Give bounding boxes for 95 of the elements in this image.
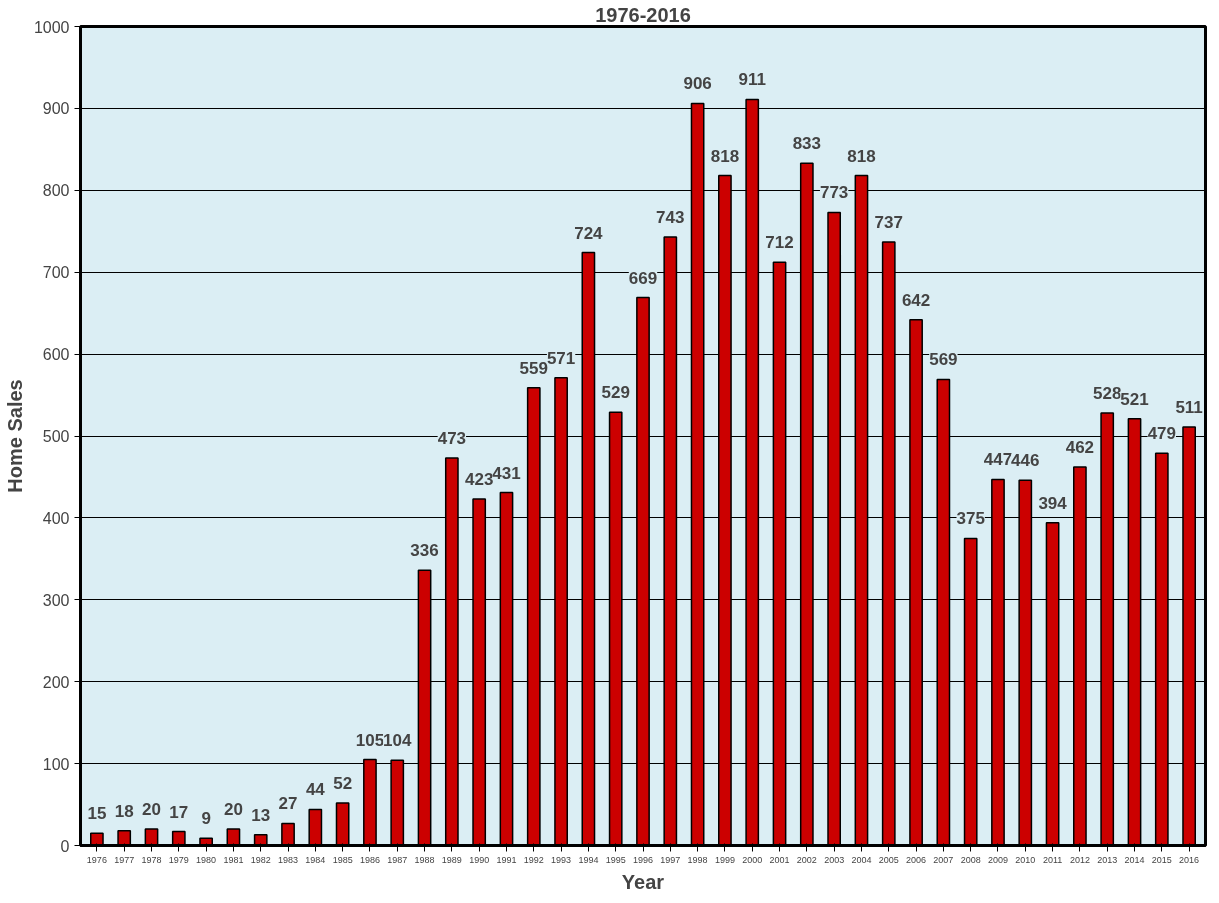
x-tick-label: 2012: [1069, 854, 1090, 865]
data-label: 105: [355, 730, 385, 750]
data-label: 528: [1093, 384, 1122, 404]
data-label: 18: [114, 801, 134, 821]
data-label: 559: [519, 358, 548, 378]
x-tick-label: 1984: [305, 854, 326, 865]
data-label: 569: [929, 350, 958, 370]
y-tick-label: 500: [42, 428, 70, 445]
data-label: 447: [983, 450, 1013, 470]
data-label: 521: [1120, 389, 1149, 409]
data-label: 818: [710, 146, 740, 166]
x-tick-label: 1995: [605, 854, 626, 865]
x-tick-label: 2008: [960, 854, 981, 865]
x-tick-label: 1980: [196, 854, 217, 865]
data-label: 712: [765, 233, 794, 253]
x-tick-label: 1991: [496, 854, 517, 865]
data-label: 13: [251, 805, 271, 825]
x-tick-label: 2001: [769, 854, 790, 865]
data-label: 375: [956, 509, 985, 529]
y-tick-label: 700: [42, 264, 70, 282]
x-tick-label: 2016: [1179, 854, 1200, 865]
x-tick-label: 2004: [851, 854, 872, 865]
x-tick-label: 1979: [168, 854, 189, 865]
data-label: 104: [383, 731, 412, 751]
x-tick-label: 1985: [332, 854, 353, 865]
x-tick-label: 1977: [114, 854, 135, 865]
x-tick-label: 1986: [359, 854, 380, 865]
x-tick-label: 2010: [1015, 854, 1036, 865]
x-tick-label: 1990: [469, 854, 490, 865]
data-label: 44: [305, 780, 326, 800]
y-tick-label: 100: [42, 755, 70, 773]
x-tick-label: 1981: [223, 854, 244, 865]
data-label: 9: [201, 809, 211, 829]
data-label: 833: [792, 134, 822, 154]
data-label: 423: [464, 470, 494, 490]
x-axis-title: Year: [621, 870, 665, 893]
data-label: 737: [874, 212, 903, 232]
x-tick-label: 2013: [1097, 854, 1118, 865]
x-tick-label: 2005: [878, 854, 899, 865]
data-label: 906: [683, 74, 712, 94]
x-tick-label: 2006: [906, 854, 927, 865]
data-label: 52: [333, 773, 353, 793]
data-label: 336: [410, 541, 439, 561]
y-tick-label: 900: [42, 100, 70, 118]
chart-title: 1976-2016: [595, 3, 691, 26]
data-label: 431: [492, 463, 521, 483]
y-tick-label: 400: [42, 509, 70, 527]
x-tick-label: 2007: [933, 854, 954, 865]
data-label: 462: [1065, 438, 1095, 458]
x-tick-label: 1988: [414, 854, 435, 865]
data-label: 15: [87, 804, 107, 824]
x-tick-label: 2015: [1151, 854, 1172, 865]
x-tick-label: 1998: [687, 854, 708, 865]
x-tick-label: 2009: [987, 854, 1008, 865]
x-tick-label: 1982: [250, 854, 271, 865]
x-tick-label: 2014: [1124, 854, 1145, 865]
x-tick-label: 1987: [387, 854, 408, 865]
x-tick-label: 2011: [1042, 854, 1063, 865]
y-tick-label: 800: [42, 182, 70, 200]
x-tick-label: 2000: [742, 854, 763, 865]
y-axis-title: Home Sales: [3, 379, 26, 493]
x-tick-label: 1992: [523, 854, 544, 865]
data-label: 911: [738, 70, 766, 90]
data-label: 669: [628, 268, 658, 288]
data-label: 446: [1011, 451, 1040, 471]
y-tick-label: 600: [42, 346, 70, 364]
y-tick-label: 200: [42, 673, 70, 691]
data-label: 773: [819, 183, 849, 203]
data-label: 479: [1147, 424, 1176, 444]
data-label: 642: [901, 290, 931, 310]
data-label: 724: [574, 223, 604, 243]
x-tick-label: 1989: [441, 854, 462, 865]
data-label: 743: [656, 207, 685, 227]
x-tick-label: 1999: [714, 854, 735, 865]
x-tick-label: 1993: [551, 854, 572, 865]
x-tick-label: 1997: [660, 854, 681, 865]
data-label: 511: [1175, 397, 1203, 417]
data-label: 473: [437, 429, 467, 449]
data-label: 529: [601, 383, 630, 403]
data-label: 27: [278, 794, 298, 814]
x-tick-label: 1983: [278, 854, 299, 865]
data-label: 20: [223, 800, 243, 820]
y-tick-label: 1000: [33, 18, 70, 36]
y-tick-label: 300: [42, 591, 70, 609]
data-label: 394: [1038, 493, 1068, 513]
data-label: 818: [847, 146, 876, 166]
data-label: 17: [169, 802, 189, 822]
y-tick-label: 0: [60, 837, 70, 855]
x-tick-label: 2003: [824, 854, 845, 865]
x-tick-label: 1978: [141, 854, 162, 865]
x-tick-label: 1976: [86, 854, 107, 865]
x-tick-label: 2002: [796, 854, 817, 865]
x-tick-label: 1994: [578, 854, 599, 865]
data-label: 20: [142, 800, 161, 820]
x-tick-label: 1996: [632, 854, 654, 865]
